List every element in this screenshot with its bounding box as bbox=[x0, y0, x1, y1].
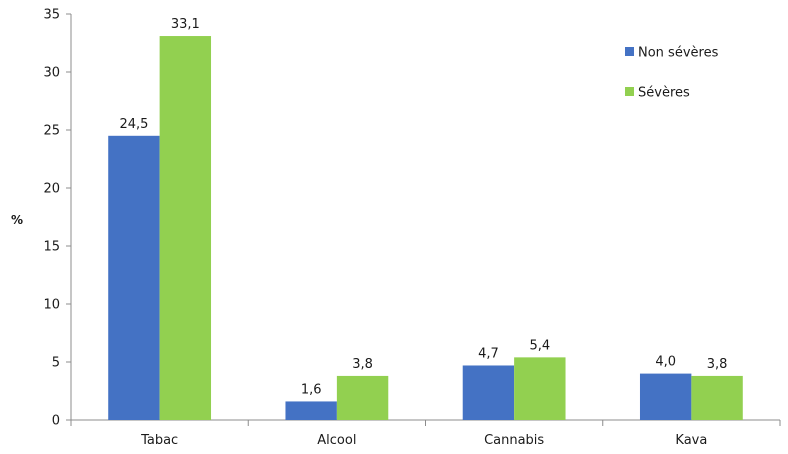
data-label: 3,8 bbox=[352, 357, 373, 372]
y-tick-label: 25 bbox=[43, 124, 60, 139]
bar bbox=[462, 365, 515, 420]
bar bbox=[639, 373, 692, 420]
y-tick-label: 35 bbox=[43, 8, 60, 23]
x-tick-label: Cannabis bbox=[484, 433, 544, 448]
data-label: 1,6 bbox=[301, 382, 322, 397]
bar bbox=[691, 375, 743, 420]
data-label: 3,8 bbox=[707, 357, 728, 372]
legend-swatch bbox=[625, 87, 634, 96]
data-label: 24,5 bbox=[119, 117, 148, 132]
x-tick-label: Tabac bbox=[140, 433, 178, 448]
bar bbox=[336, 375, 389, 420]
data-label: 33,1 bbox=[171, 17, 200, 32]
bar bbox=[514, 357, 566, 420]
y-tick-label: 15 bbox=[43, 240, 60, 255]
y-tick-label: 20 bbox=[43, 182, 60, 197]
legend-swatch bbox=[625, 47, 634, 56]
x-tick-label: Kava bbox=[675, 433, 707, 448]
x-axis: Tabac Alcool Cannabis Kava bbox=[70, 419, 781, 448]
data-labels: 24,5 33,1 1,6 3,8 4,7 5,4 4,0 3,8 bbox=[119, 17, 727, 397]
bar bbox=[108, 135, 160, 421]
y-axis-label: % bbox=[11, 213, 23, 227]
legend-label: Non sévères bbox=[638, 46, 719, 61]
data-label: 5,4 bbox=[529, 338, 550, 353]
x-tick-label: Alcool bbox=[317, 433, 356, 448]
bars bbox=[108, 36, 743, 421]
y-tick-label: 30 bbox=[43, 66, 60, 81]
y-tick-label: 10 bbox=[43, 298, 60, 313]
y-tick-label: 5 bbox=[52, 356, 60, 371]
data-label: 4,7 bbox=[478, 346, 499, 361]
data-label: 4,0 bbox=[655, 355, 676, 370]
legend: Non sévères Sévères bbox=[625, 46, 719, 101]
legend-label: Sévères bbox=[638, 86, 690, 101]
y-axis: 0 5 10 15 20 25 30 35 bbox=[43, 8, 72, 429]
bar bbox=[159, 36, 212, 420]
bar bbox=[285, 401, 337, 420]
y-tick-label: 0 bbox=[52, 414, 60, 429]
